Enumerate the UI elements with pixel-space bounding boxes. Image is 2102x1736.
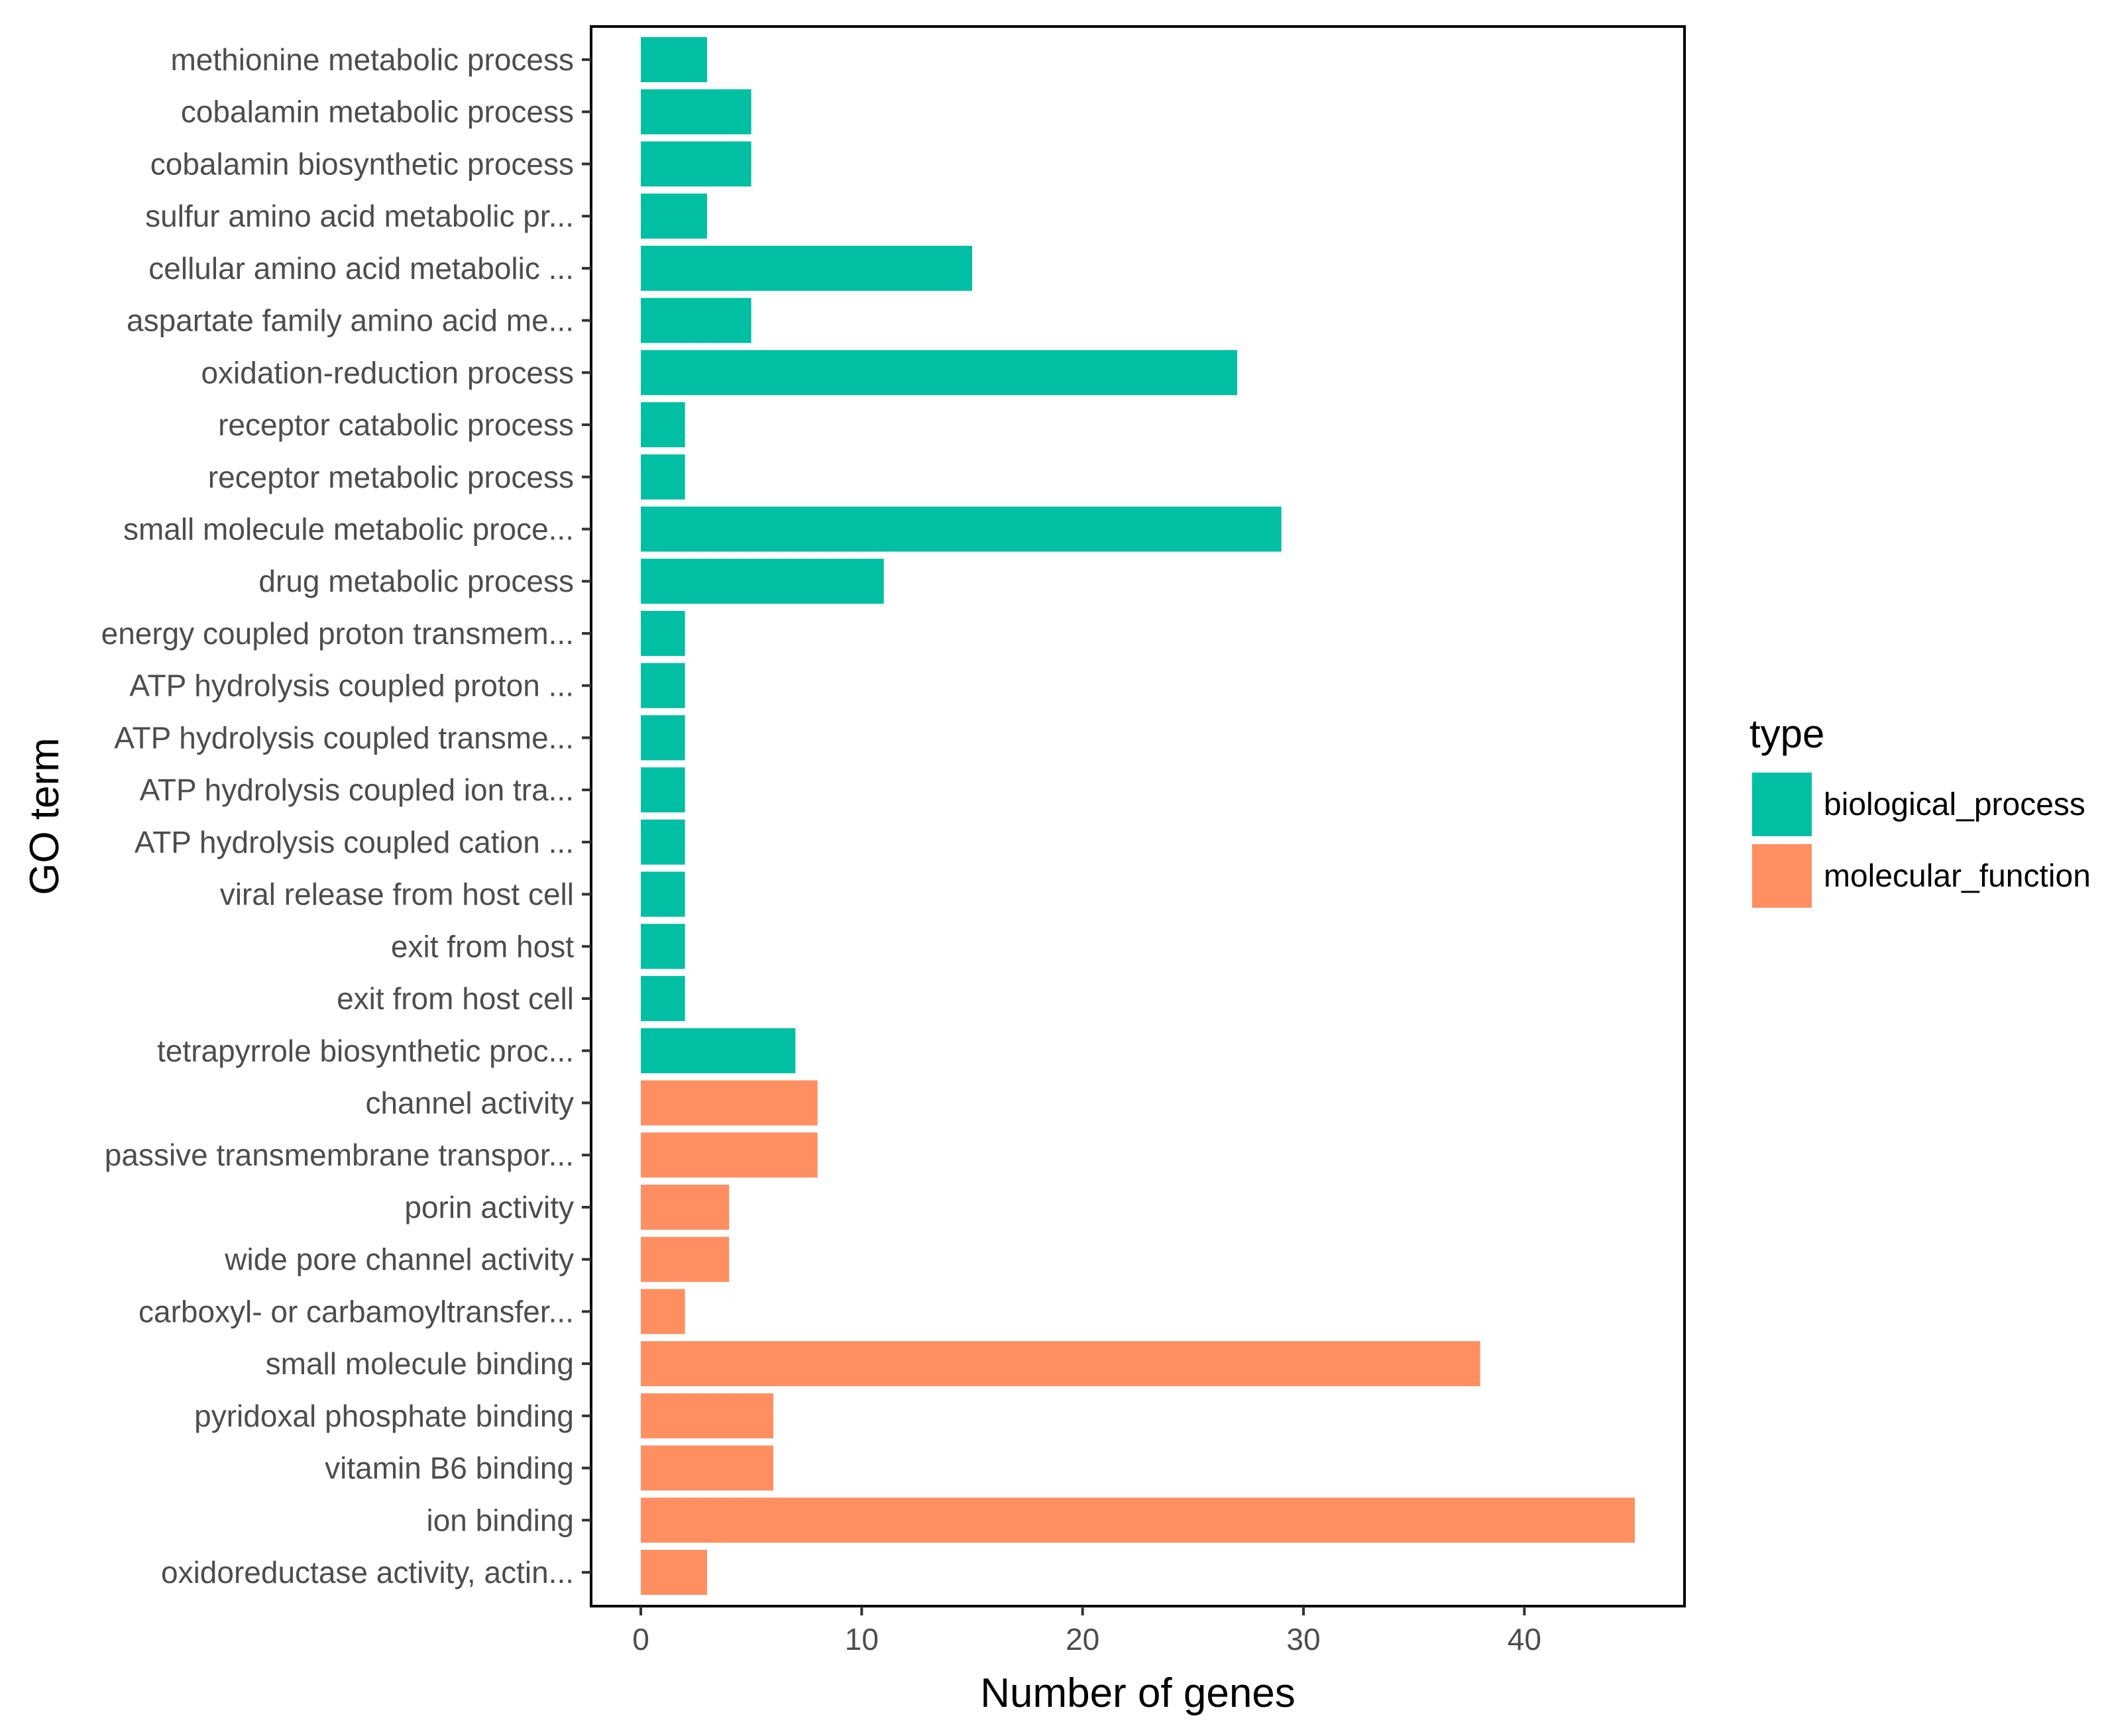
y-tick-label: oxidation-reduction process bbox=[201, 355, 574, 390]
x-tick-label: 20 bbox=[1066, 1622, 1099, 1656]
y-tick-label: exit from host bbox=[391, 929, 574, 963]
legend-key-biological-process bbox=[1752, 773, 1812, 836]
bar: cobalamin metabolic process: 5 bbox=[641, 89, 751, 135]
bar: sulfur amino acid metabolic pr...: 3 bbox=[641, 193, 707, 239]
bar: tetrapyrrole biosynthetic proc...: 7 bbox=[641, 1028, 796, 1073]
y-tick-label: drug metabolic process bbox=[258, 564, 574, 598]
y-tick-label: porin activity bbox=[404, 1190, 574, 1224]
bar: receptor catabolic process: 2 bbox=[641, 402, 685, 448]
bar: oxidoreductase activity, actin...: 3 bbox=[641, 1550, 707, 1595]
x-tick-label: 30 bbox=[1286, 1622, 1320, 1656]
legend-label: biological_process bbox=[1824, 787, 2085, 822]
y-tick-label: oxidoreductase activity, actin... bbox=[161, 1555, 574, 1590]
x-tick-label: 10 bbox=[845, 1622, 879, 1656]
y-tick-label: passive transmembrane transpor... bbox=[105, 1138, 574, 1172]
bar: aspartate family amino acid me...: 5 bbox=[641, 298, 751, 343]
y-tick-label: carboxyl- or carbamoyltransfer... bbox=[138, 1294, 574, 1329]
y-tick-label: sulfur amino acid metabolic pr... bbox=[145, 199, 574, 233]
bar: drug metabolic process: 11 bbox=[641, 559, 884, 604]
bar: methionine metabolic process: 3 bbox=[641, 37, 707, 82]
y-tick-label: channel activity bbox=[366, 1085, 575, 1120]
y-tick-label: ATP hydrolysis coupled ion tra... bbox=[140, 773, 574, 807]
bar: pyridoxal phosphate binding: 6 bbox=[641, 1393, 773, 1438]
bar: ATP hydrolysis coupled ion tra...: 2 bbox=[641, 767, 685, 813]
y-tick-label: ATP hydrolysis coupled proton ... bbox=[129, 669, 574, 703]
bar: receptor metabolic process: 2 bbox=[641, 454, 685, 500]
y-tick-label: viral release from host cell bbox=[220, 877, 574, 912]
y-tick-label: cellular amino acid metabolic ... bbox=[148, 251, 574, 286]
bar: oxidation-reduction process: 27 bbox=[641, 350, 1237, 396]
bar: energy coupled proton transmem...: 2 bbox=[641, 610, 685, 656]
legend-title: type bbox=[1749, 712, 1824, 756]
y-tick-label: small molecule binding bbox=[266, 1346, 574, 1381]
bar: carboxyl- or carbamoyltransfer...: 2 bbox=[641, 1289, 685, 1334]
bar: exit from host: 2 bbox=[641, 924, 685, 969]
bar: channel activity: 8 bbox=[641, 1080, 818, 1126]
bar: ATP hydrolysis coupled cation ...: 2 bbox=[641, 819, 685, 865]
y-tick-label: energy coupled proton transmem... bbox=[101, 616, 574, 651]
y-tick-label: small molecule metabolic proce... bbox=[123, 512, 574, 547]
y-axis-title: GO term bbox=[22, 737, 68, 895]
x-tick-label: 0 bbox=[632, 1622, 649, 1656]
legend-key-molecular-function bbox=[1752, 844, 1812, 908]
y-tick-label: cobalamin metabolic process bbox=[181, 95, 574, 129]
bar: cellular amino acid metabolic ...: 15 bbox=[641, 245, 972, 291]
x-axis-title: Number of genes bbox=[980, 1670, 1296, 1716]
bar: passive transmembrane transpor...: 8 bbox=[641, 1132, 818, 1178]
y-tick-label: aspartate family amino acid me... bbox=[127, 303, 574, 338]
y-tick-label: pyridoxal phosphate binding bbox=[194, 1399, 574, 1433]
bar: cobalamin biosynthetic process: 5 bbox=[641, 141, 751, 187]
y-tick-label: ion binding bbox=[426, 1503, 574, 1537]
bar: small molecule metabolic proce...: 29 bbox=[641, 506, 1282, 552]
y-tick-label: tetrapyrrole biosynthetic proc... bbox=[157, 1034, 574, 1068]
bars-layer: methionine metabolic process: 3 cobalamin… bbox=[641, 37, 1635, 1595]
y-tick-label: wide pore channel activity bbox=[224, 1242, 574, 1277]
y-tick-label: receptor metabolic process bbox=[208, 460, 574, 494]
bar: exit from host cell: 2 bbox=[641, 976, 685, 1022]
bar: ATP hydrolysis coupled proton ...: 2 bbox=[641, 663, 685, 708]
y-axis: methionine metabolic process cobalamin me… bbox=[101, 42, 591, 1590]
bar: ATP hydrolysis coupled transme...: 2 bbox=[641, 715, 685, 761]
plot-panel-border bbox=[590, 25, 1686, 1607]
y-tick-label: ATP hydrolysis coupled cation ... bbox=[135, 825, 574, 859]
bar: small molecule binding: 38 bbox=[641, 1341, 1480, 1387]
x-axis: 0 10 20 30 40 bbox=[632, 1606, 1541, 1656]
y-tick-label: ATP hydrolysis coupled transme... bbox=[114, 720, 574, 755]
y-tick-label: methionine metabolic process bbox=[170, 42, 574, 77]
bar: porin activity: 4 bbox=[641, 1184, 730, 1230]
bar: viral release from host cell: 2 bbox=[641, 871, 685, 917]
y-tick-label: cobalamin biosynthetic process bbox=[150, 146, 574, 181]
y-tick-label: exit from host cell bbox=[337, 981, 574, 1016]
y-tick-label: receptor catabolic process bbox=[218, 407, 574, 442]
y-tick-label: vitamin B6 binding bbox=[325, 1451, 574, 1486]
x-tick-label: 40 bbox=[1508, 1622, 1541, 1656]
legend-label: molecular_function bbox=[1824, 859, 2091, 894]
bar: wide pore channel activity: 4 bbox=[641, 1236, 730, 1282]
bar: ion binding: 45 bbox=[641, 1497, 1635, 1543]
bar: vitamin B6 binding: 6 bbox=[641, 1445, 773, 1491]
